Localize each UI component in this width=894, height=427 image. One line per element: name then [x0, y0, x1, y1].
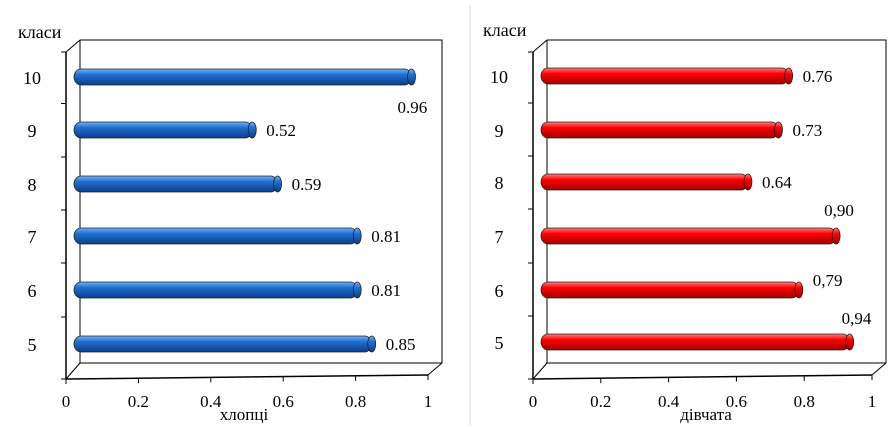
y-axis-top-edge [65, 39, 81, 53]
data-label: 0.73 [792, 121, 822, 140]
y-axis-title: класи [483, 20, 527, 40]
bar-end-cap [407, 68, 416, 86]
y-axis-top-edge [532, 39, 548, 53]
y-tick-label: 5 [495, 333, 504, 353]
chart-panel-2: 0 0.2 0.4 0.6 0.8 1 5 0,94 6 0,79 7 0,90 8 0.64 9 0.73 1… [483, 20, 887, 424]
x-tick-label: 0.8 [345, 392, 366, 411]
bar [540, 333, 851, 351]
bar-end-cap [367, 335, 377, 353]
bar [540, 227, 837, 245]
x-tick-label: 0 [529, 392, 538, 411]
data-label: 0.52 [266, 121, 296, 140]
x-axis-line [532, 374, 873, 380]
chart-panel-1: 0 0.2 0.4 0.6 0.8 15 0.856 0.817 0.818 0.599 0.521… [18, 22, 443, 424]
y-axis-title: класи [18, 22, 62, 42]
x-tick-label: 0.2 [590, 392, 611, 411]
floor-left-edge [532, 362, 548, 380]
bar [73, 121, 253, 139]
x-tick-label: 0.2 [128, 392, 149, 411]
data-label: 0.59 [292, 175, 322, 194]
bar [73, 227, 358, 245]
y-tick-label: 7 [28, 227, 37, 247]
y-tick-label: 10 [23, 68, 41, 88]
plot-back-wall [547, 39, 887, 363]
bar-end-cap [743, 173, 753, 191]
bar-end-cap [273, 175, 282, 193]
y-tick-label: 9 [28, 121, 37, 141]
data-label: 0.96 [398, 98, 428, 117]
bar [540, 281, 800, 299]
data-label: 0.64 [762, 173, 792, 192]
x-tick-label: 0.4 [658, 392, 680, 411]
data-label: 0,79 [813, 271, 843, 290]
x-tick-label: 1 [424, 392, 433, 411]
x-tick-label: 0.4 [200, 392, 222, 411]
bar-end-cap [794, 281, 804, 299]
y-tick-label: 6 [28, 281, 37, 301]
data-label: 0,90 [824, 201, 854, 220]
bar [73, 335, 373, 353]
bar [73, 175, 278, 193]
bar-end-cap [845, 333, 855, 351]
bar-end-cap [831, 227, 841, 245]
x-axis-line [65, 374, 429, 380]
floor-right-edge [427, 362, 443, 376]
data-label: 0.85 [386, 335, 416, 354]
data-label: 0.81 [371, 281, 401, 300]
y-tick-label: 10 [490, 67, 508, 87]
y-tick-label: 7 [495, 227, 504, 247]
data-label: 0.81 [371, 227, 401, 246]
y-tick-label: 9 [495, 121, 504, 141]
bar-end-cap [352, 281, 362, 299]
x-axis-title: дівчата [680, 405, 732, 424]
x-tick-label: 0.8 [794, 392, 815, 411]
y-tick-label: 8 [495, 173, 504, 193]
bar [73, 68, 412, 86]
x-tick-label: 0.6 [273, 392, 294, 411]
bar-end-cap [352, 227, 362, 245]
y-tick-label: 8 [28, 175, 37, 195]
x-tick-label: 1 [868, 392, 877, 411]
x-axis-title: хлопці [220, 405, 269, 424]
bar-end-cap [784, 67, 794, 85]
floor-right-edge [871, 362, 887, 376]
bar [540, 67, 790, 85]
y-tick-label: 6 [495, 281, 504, 301]
x-tick-label: 0 [62, 392, 71, 411]
bar-end-cap [247, 121, 257, 139]
bar-end-cap [774, 121, 783, 139]
bar [540, 121, 779, 139]
y-tick-label: 5 [28, 335, 37, 355]
data-label: 0,94 [842, 309, 872, 328]
data-label: 0.76 [803, 67, 833, 86]
bar [73, 281, 358, 299]
floor-left-edge [65, 362, 81, 380]
x-tick-label: 0.6 [726, 392, 747, 411]
plot-back-wall [80, 39, 443, 363]
bar [540, 173, 749, 191]
